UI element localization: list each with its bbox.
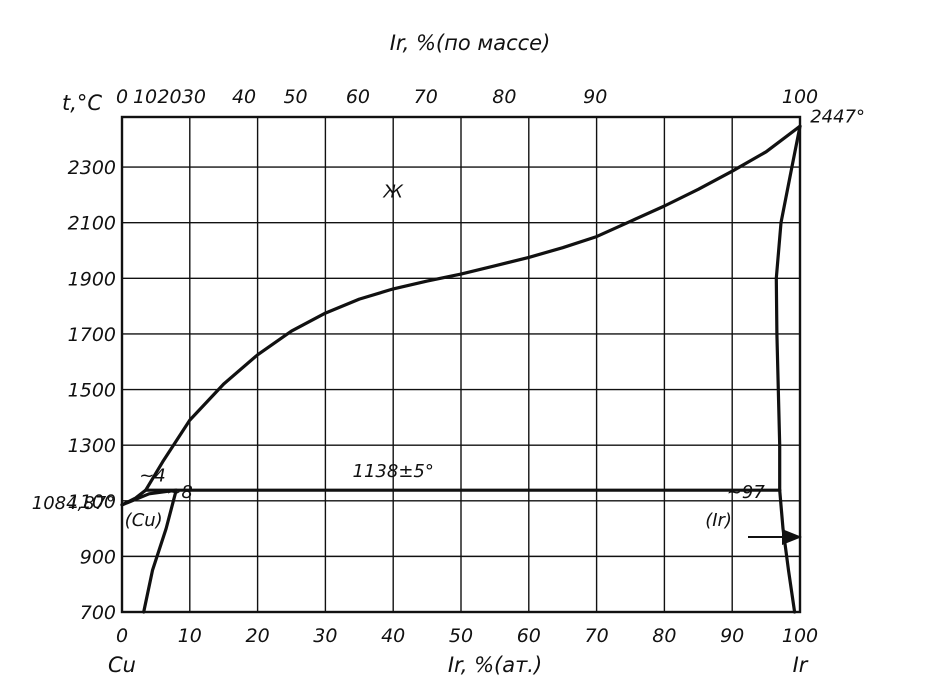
cu-solid-solution-label: (Cu) [125,510,163,531]
top-tick-label: 100 [782,86,818,108]
liquid-region-label: Ж [383,182,404,203]
phase-boundary-1 [774,124,802,492]
x-tick-label: 10 [178,625,202,647]
top-axis-title: Ir, %(по массе) [390,31,551,55]
y-tick-label: 900 [80,546,116,568]
x-tick-label: 100 [782,625,818,647]
x-tick-label: 80 [652,625,676,647]
cu-solubility-label: ~8 [166,482,193,503]
x-tick-label: 50 [449,625,473,647]
y-tick-label: 1300 [68,435,116,457]
x-tick-label: 60 [517,625,541,647]
x-tick-label: 0 [116,625,128,647]
top-tick-label: 20 [157,86,181,108]
x-tick-label: 20 [246,625,270,647]
x-tick-label: 30 [313,625,337,647]
tick-labels: 0 10 20 30 40 50 60 70 80 90 100700900110013001500… [68,86,818,647]
top-tick-label: 60 [346,86,370,108]
y-tick-label: 1900 [68,268,116,290]
ir-melting-point-label: 2447° [810,107,865,128]
y-axis-title: t,°C [62,91,102,115]
grid [122,117,800,612]
y-tick-label: 1500 [68,380,116,402]
peritectic-temp-label: 1138±5° [353,461,434,482]
y-tick-label: 700 [80,602,116,624]
y-tick-label: 1100 [68,491,116,513]
top-tick-label: 30 [182,86,206,108]
top-tick-label: 50 [283,86,307,108]
phase-boundary-5 [778,488,797,614]
top-tick-label: 90 [583,86,607,108]
top-tick-label: 80 [492,86,516,108]
top-tick-label: 0 [116,86,128,108]
top-tick-label: 10 [133,86,157,108]
liquidus-point-label: ~4 [139,465,166,486]
right-element-label: Ir [793,653,809,677]
phase-boundary-4 [142,488,178,614]
x-tick-label: 90 [720,625,744,647]
ir-solubility-label: ~97 [727,482,766,503]
x-tick-label: 40 [381,625,405,647]
top-tick-label: 70 [414,86,438,108]
cu-melting-point-label: 1084,87° [32,493,115,514]
y-tick-label: 2300 [68,157,116,179]
top-tick-label: 40 [232,86,256,108]
x-tick-label: 70 [585,625,609,647]
phase-boundary-0 [120,124,802,507]
ir-solid-solution-label: (Ir) [705,510,732,531]
y-tick-label: 1700 [68,324,116,346]
left-element-label: Cu [108,653,136,677]
bottom-axis-title: Ir, %(ат.) [448,653,542,677]
y-tick-label: 2100 [68,213,116,235]
plot-frame [120,115,802,614]
phase-boundaries [120,124,802,614]
